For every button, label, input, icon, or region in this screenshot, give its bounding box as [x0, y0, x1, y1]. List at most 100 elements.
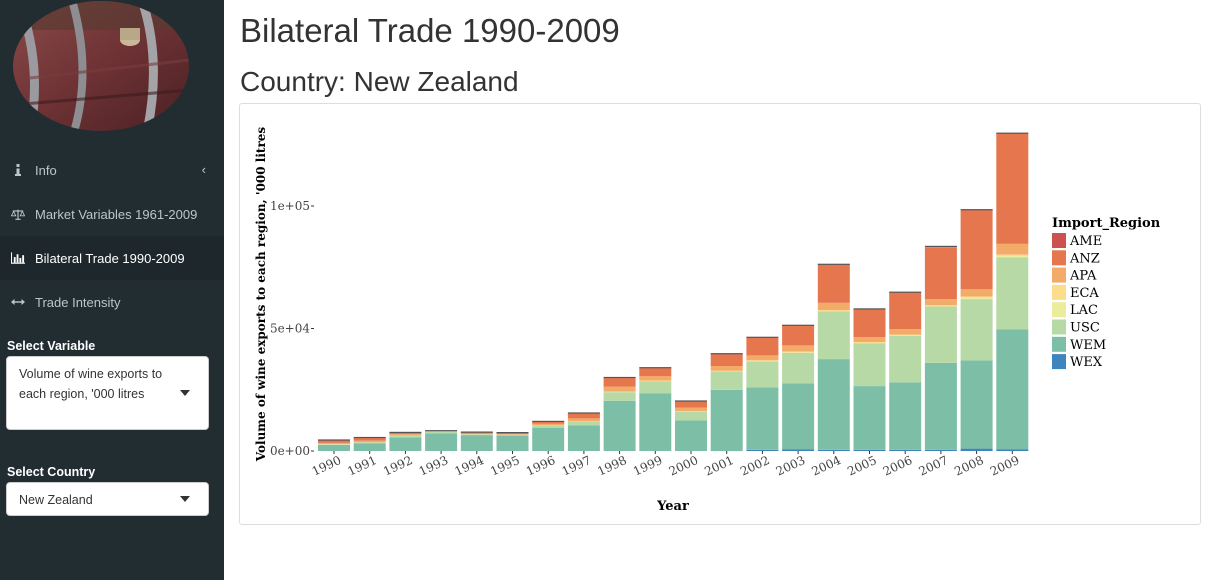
- bar-segment-anz-1991: [353, 437, 386, 441]
- bar-segment-apa-1992: [389, 434, 422, 436]
- bar-segment-usc-1994: [460, 434, 493, 435]
- bar-segment-lac-2009: [996, 256, 1029, 258]
- variable-select[interactable]: Volume of wine exports to each region, '…: [6, 356, 209, 430]
- legend-label-ame: AME: [1069, 234, 1102, 249]
- legend-title: Import_Region: [1052, 216, 1161, 231]
- bars-group: [318, 132, 1029, 452]
- bar-top-outline-1999: [639, 367, 672, 369]
- bar-segment-usc-2001: [710, 371, 743, 390]
- main-content: Bilateral Trade 1990-2009 Country: New Z…: [224, 0, 1213, 580]
- legend-swatch-apa: [1052, 267, 1066, 283]
- bar-segment-apa-2001: [710, 366, 743, 371]
- sidebar-item-info[interactable]: Info ‹: [0, 148, 224, 192]
- bar-segment-wex-2003: [782, 449, 815, 451]
- bar-segment-eca-2005: [853, 342, 886, 344]
- legend-swatch-anz: [1052, 250, 1066, 266]
- bar-segment-usc-1997: [567, 421, 600, 426]
- legend-swatch-usc: [1052, 319, 1066, 335]
- bar-segment-apa-2006: [889, 329, 922, 335]
- sidebar-item-label: Market Variables 1961-2009: [35, 206, 198, 222]
- arrows-h-icon: [11, 298, 25, 306]
- bar-segment-wem-1990: [318, 444, 350, 451]
- stacked-bar-chart: 0e+00 5e+04 1e+05 1990 1991 1992 1993 1994 1995…: [254, 127, 1161, 514]
- bar-segment-anz-1990: [318, 440, 350, 443]
- bar-segment-wex-2008: [960, 448, 993, 451]
- sidebar-item-label: Info: [35, 162, 57, 178]
- x-tick-label: 1997: [560, 453, 594, 479]
- bar-segment-eca-2004: [817, 310, 850, 312]
- chevron-left-icon: ‹: [201, 162, 206, 177]
- bar-top-outline-2008: [960, 209, 993, 211]
- sidebar: Info ‹ Market Variables 1961-2009 Bilate…: [0, 0, 224, 580]
- x-tick-label: 1991: [345, 453, 379, 479]
- bar-segment-usc-2004: [817, 311, 850, 360]
- bar-top-outline-1990: [318, 439, 350, 441]
- bar-segment-anz-2009: [996, 134, 1029, 244]
- y-tick-label: 1e+05: [270, 199, 310, 213]
- legend-swatch-ame: [1052, 233, 1066, 248]
- bar-segment-anz-2007: [924, 247, 957, 300]
- bar-segment-wem-2009: [996, 329, 1029, 450]
- bar-segment-apa-2007: [924, 299, 957, 306]
- bar-segment-wem-1999: [639, 393, 672, 451]
- bar-top-outline-1995: [496, 432, 529, 434]
- y-axis: 0e+00 5e+04 1e+05: [270, 199, 314, 458]
- bar-segment-eca-2001: [710, 370, 743, 372]
- bar-segment-wem-1998: [603, 400, 636, 451]
- sidebar-item-market-variables[interactable]: Market Variables 1961-2009: [0, 192, 224, 236]
- bar-segment-apa-2008: [960, 289, 993, 297]
- bar-segment-wem-2003: [782, 383, 815, 450]
- bar-segment-usc-2000: [675, 411, 707, 421]
- bar-segment-eca-2007: [924, 305, 957, 307]
- sidebar-item-label: Bilateral Trade 1990-2009: [35, 250, 185, 266]
- bar-segment-usc-2003: [782, 352, 815, 384]
- bar-segment-usc-1996: [532, 425, 565, 428]
- country-select-value: New Zealand: [19, 493, 93, 507]
- bar-segment-apa-1991: [353, 440, 386, 443]
- bar-segment-apa-2003: [782, 345, 815, 352]
- info-icon: [11, 164, 25, 176]
- bar-segment-wem-2007: [924, 362, 957, 450]
- sidebar-item-trade-intensity[interactable]: Trade Intensity: [0, 280, 224, 324]
- bar-top-outline-2003: [782, 324, 815, 326]
- bar-segment-wem-1997: [567, 425, 600, 451]
- wine-barrel-logo: [12, 0, 190, 132]
- variable-select-value-line1: Volume of wine exports to: [19, 367, 163, 381]
- bar-segment-wex-2007: [924, 449, 957, 451]
- bar-top-outline-2002: [746, 336, 779, 338]
- bar-segment-apa-2002: [746, 355, 779, 361]
- x-axis: 1990 1991 1992 1993 1994 1995 1996 1997 1998 1999…: [310, 451, 1022, 479]
- bar-segment-eca-2009: [996, 254, 1029, 256]
- bar-segment-wem-2000: [675, 420, 707, 451]
- bar-segment-usc-2002: [746, 361, 779, 388]
- balance-scale-icon: [11, 208, 25, 221]
- sidebar-item-bilateral-trade[interactable]: Bilateral Trade 1990-2009: [0, 236, 224, 280]
- x-tick-label: 1996: [524, 453, 558, 479]
- bar-segment-usc-2006: [889, 335, 922, 383]
- x-tick-label: 2005: [845, 453, 879, 479]
- x-tick-label: 2000: [667, 453, 701, 479]
- bar-segment-wex-2005: [853, 449, 886, 451]
- bar-top-outline-2000: [675, 400, 707, 402]
- bar-segment-anz-2003: [782, 325, 815, 346]
- bar-segment-usc-2008: [960, 299, 993, 361]
- x-tick-label: 2007: [917, 453, 951, 479]
- bar-segment-wem-2002: [746, 387, 779, 450]
- bar-segment-apa-1994: [460, 433, 493, 435]
- bar-segment-usc-1998: [603, 392, 636, 401]
- bar-segment-anz-1992: [389, 432, 422, 435]
- bar-top-outline-2004: [817, 263, 850, 265]
- bar-segment-apa-2009: [996, 243, 1029, 255]
- x-tick-label: 2009: [988, 453, 1022, 479]
- y-tick-label: 0e+00: [270, 444, 310, 458]
- x-tick-label: 1992: [381, 453, 415, 479]
- bar-top-outline-1991: [353, 436, 386, 439]
- bar-segment-usc-2009: [996, 257, 1029, 330]
- variable-select-value-line2: each region, '000 litres: [19, 387, 145, 401]
- chevron-down-icon: [180, 390, 190, 396]
- bar-segment-apa-2004: [817, 302, 850, 311]
- legend-swatch-wem: [1052, 336, 1066, 352]
- country-select[interactable]: New Zealand: [6, 482, 209, 516]
- bar-top-outline-2009: [996, 132, 1029, 134]
- x-tick-label: 2008: [952, 453, 986, 479]
